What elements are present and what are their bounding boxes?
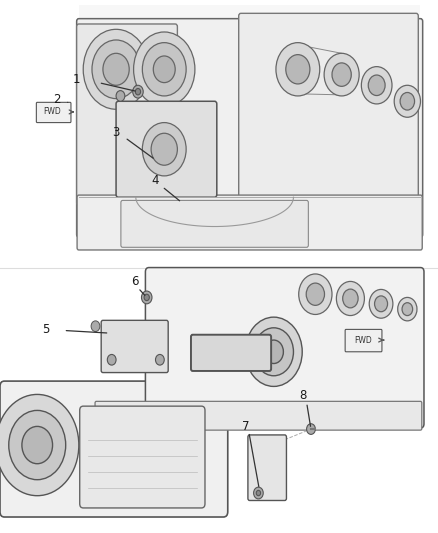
Circle shape [276, 43, 320, 96]
Circle shape [144, 294, 149, 301]
Text: 2: 2 [53, 93, 61, 106]
Circle shape [402, 303, 413, 316]
FancyBboxPatch shape [77, 19, 423, 237]
Text: 8: 8 [300, 389, 307, 402]
FancyBboxPatch shape [248, 435, 286, 500]
FancyBboxPatch shape [77, 195, 422, 250]
FancyBboxPatch shape [191, 335, 271, 371]
Text: 4: 4 [152, 174, 159, 187]
Text: 5: 5 [42, 323, 49, 336]
FancyBboxPatch shape [36, 102, 71, 123]
Circle shape [368, 75, 385, 95]
Circle shape [116, 91, 125, 101]
Text: 3: 3 [113, 126, 120, 139]
Circle shape [0, 394, 79, 496]
Circle shape [83, 29, 149, 109]
Circle shape [306, 283, 325, 305]
Circle shape [142, 43, 186, 96]
Circle shape [135, 88, 141, 95]
Circle shape [324, 53, 359, 96]
FancyBboxPatch shape [145, 268, 424, 428]
FancyBboxPatch shape [80, 406, 205, 508]
Circle shape [9, 410, 66, 480]
Circle shape [141, 291, 152, 304]
Circle shape [256, 490, 261, 496]
Circle shape [22, 426, 53, 464]
Circle shape [91, 321, 100, 332]
Circle shape [394, 85, 420, 117]
Circle shape [343, 289, 358, 308]
Circle shape [254, 328, 293, 376]
Circle shape [361, 67, 392, 104]
Circle shape [400, 92, 414, 110]
Circle shape [134, 32, 195, 107]
Circle shape [245, 317, 302, 386]
Text: 6: 6 [131, 275, 139, 288]
Circle shape [142, 123, 186, 176]
Circle shape [133, 85, 143, 98]
FancyBboxPatch shape [121, 200, 308, 247]
FancyBboxPatch shape [77, 24, 177, 205]
Text: FWD: FWD [44, 108, 61, 116]
Circle shape [264, 340, 283, 364]
Circle shape [332, 63, 351, 86]
FancyBboxPatch shape [79, 5, 420, 248]
Circle shape [151, 133, 177, 165]
Circle shape [369, 289, 393, 318]
Circle shape [299, 274, 332, 314]
Circle shape [254, 487, 263, 499]
Circle shape [153, 56, 175, 83]
FancyBboxPatch shape [95, 401, 422, 430]
Circle shape [374, 296, 388, 312]
Circle shape [336, 281, 364, 316]
Circle shape [107, 354, 116, 365]
FancyBboxPatch shape [101, 320, 168, 373]
Circle shape [92, 40, 140, 99]
Circle shape [103, 53, 129, 85]
Text: 1: 1 [73, 74, 81, 86]
FancyBboxPatch shape [116, 101, 217, 197]
FancyBboxPatch shape [0, 381, 228, 517]
Circle shape [286, 54, 310, 84]
Circle shape [155, 354, 164, 365]
Circle shape [398, 297, 417, 321]
FancyBboxPatch shape [239, 13, 418, 216]
Text: 7: 7 [241, 420, 249, 433]
Circle shape [307, 424, 315, 434]
FancyBboxPatch shape [345, 329, 382, 352]
Text: FWD: FWD [354, 336, 371, 344]
